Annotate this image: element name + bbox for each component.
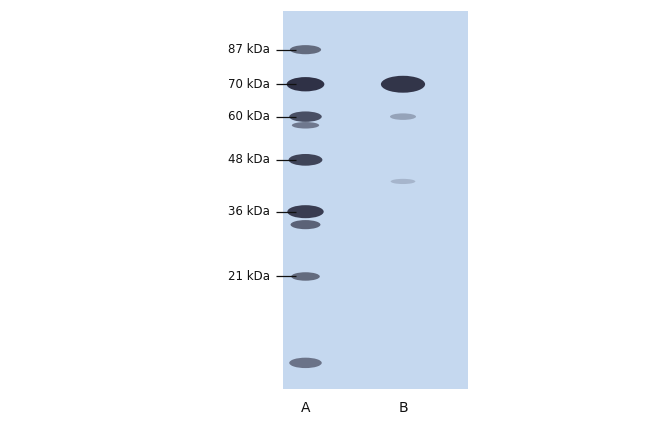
Text: 87 kDa: 87 kDa — [228, 43, 270, 56]
Ellipse shape — [289, 358, 322, 368]
Text: 48 kDa: 48 kDa — [228, 153, 270, 166]
Ellipse shape — [390, 113, 416, 120]
Ellipse shape — [287, 77, 324, 92]
Bar — [283, 11, 468, 389]
Text: A: A — [301, 401, 310, 415]
Text: 36 kDa: 36 kDa — [228, 205, 270, 218]
Ellipse shape — [287, 205, 324, 218]
Ellipse shape — [292, 122, 319, 129]
Text: 70 kDa: 70 kDa — [228, 78, 270, 91]
Text: 60 kDa: 60 kDa — [228, 110, 270, 123]
Ellipse shape — [291, 220, 320, 229]
Ellipse shape — [291, 272, 320, 281]
Text: B: B — [398, 401, 408, 415]
Ellipse shape — [289, 154, 322, 166]
Ellipse shape — [290, 45, 321, 54]
Text: 21 kDa: 21 kDa — [227, 270, 270, 283]
Ellipse shape — [381, 76, 425, 93]
Ellipse shape — [391, 179, 415, 184]
Ellipse shape — [289, 111, 322, 122]
